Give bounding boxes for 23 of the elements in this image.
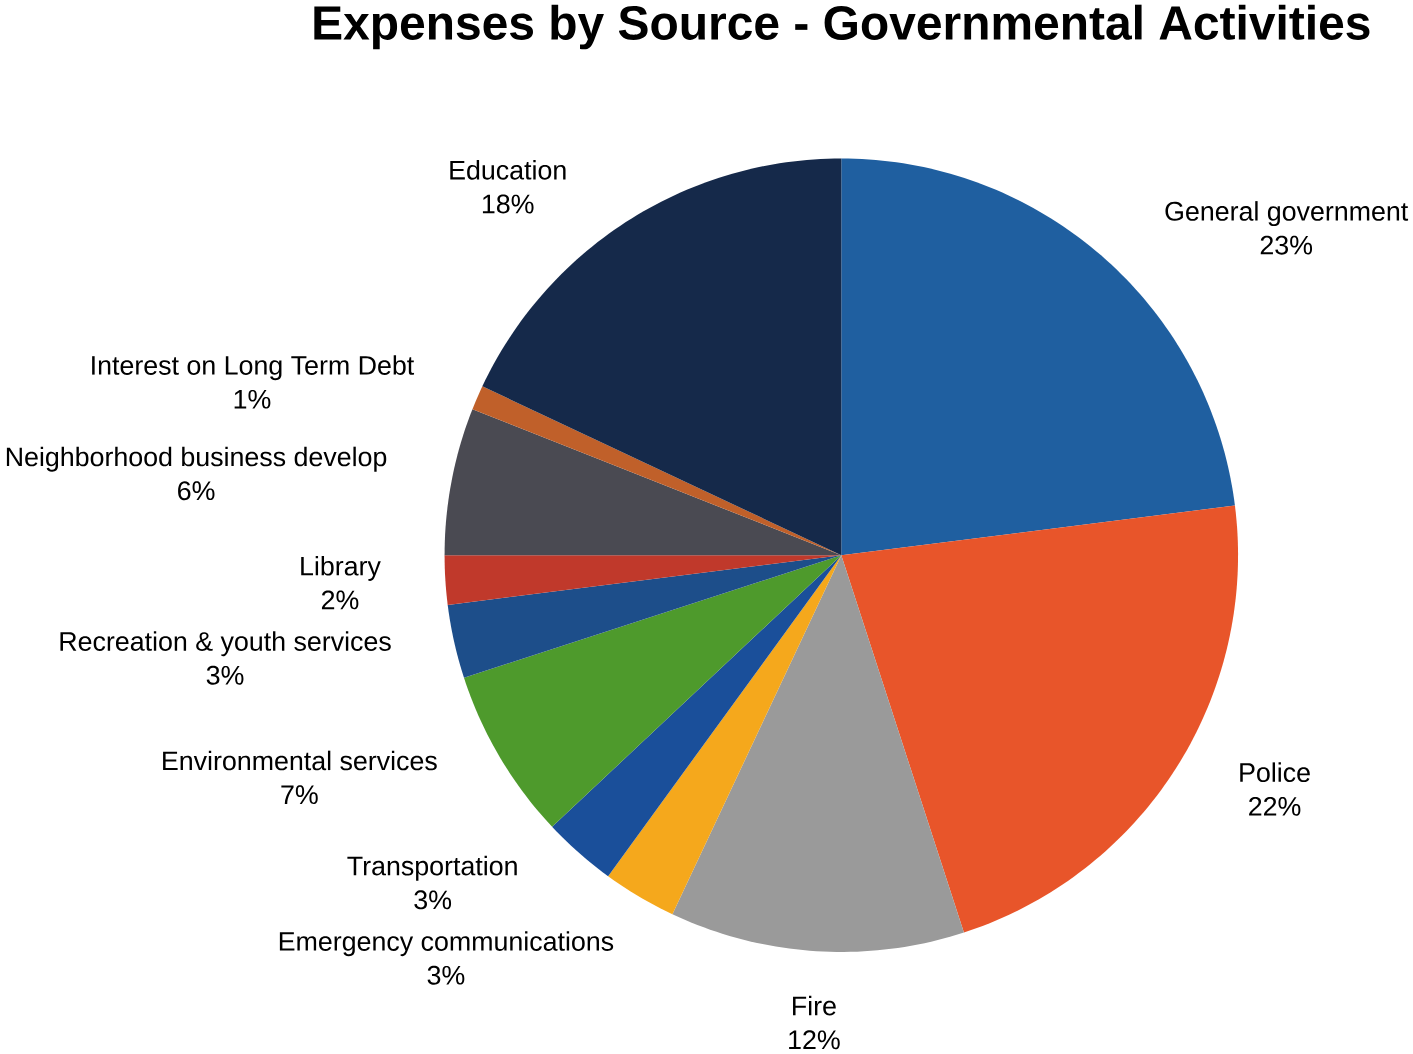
data-label: 7% xyxy=(281,785,318,805)
slice-label: Neighborhood business develop xyxy=(6,446,387,472)
slice-label: Library xyxy=(301,555,381,581)
chart-title: Expenses by Source - Governmental Activities xyxy=(314,4,1370,50)
slice-label: Emergency communications xyxy=(279,931,614,957)
slice-label: Police xyxy=(1240,762,1310,783)
slice-label: General government xyxy=(1165,201,1409,227)
data-label: 3% xyxy=(206,665,244,685)
slice-label: Fire xyxy=(793,995,836,1016)
data-label: 12% xyxy=(789,1030,840,1050)
data-label: 1% xyxy=(234,389,271,409)
data-label: 18% xyxy=(482,194,534,214)
slice-label: Environmental services xyxy=(163,750,437,771)
data-label: 22% xyxy=(1249,796,1301,816)
data-label: 2% xyxy=(321,590,359,610)
data-label: 6% xyxy=(178,481,215,501)
slice-label: Recreation & youth services xyxy=(60,631,391,657)
slice-label: Transportation xyxy=(347,855,517,881)
slice-label: Interest on Long Term Debt xyxy=(92,355,415,381)
data-label: 3% xyxy=(427,965,465,985)
data-label: 23% xyxy=(1260,235,1313,255)
data-label: 3% xyxy=(414,890,452,910)
slice-label: Education xyxy=(450,160,566,180)
